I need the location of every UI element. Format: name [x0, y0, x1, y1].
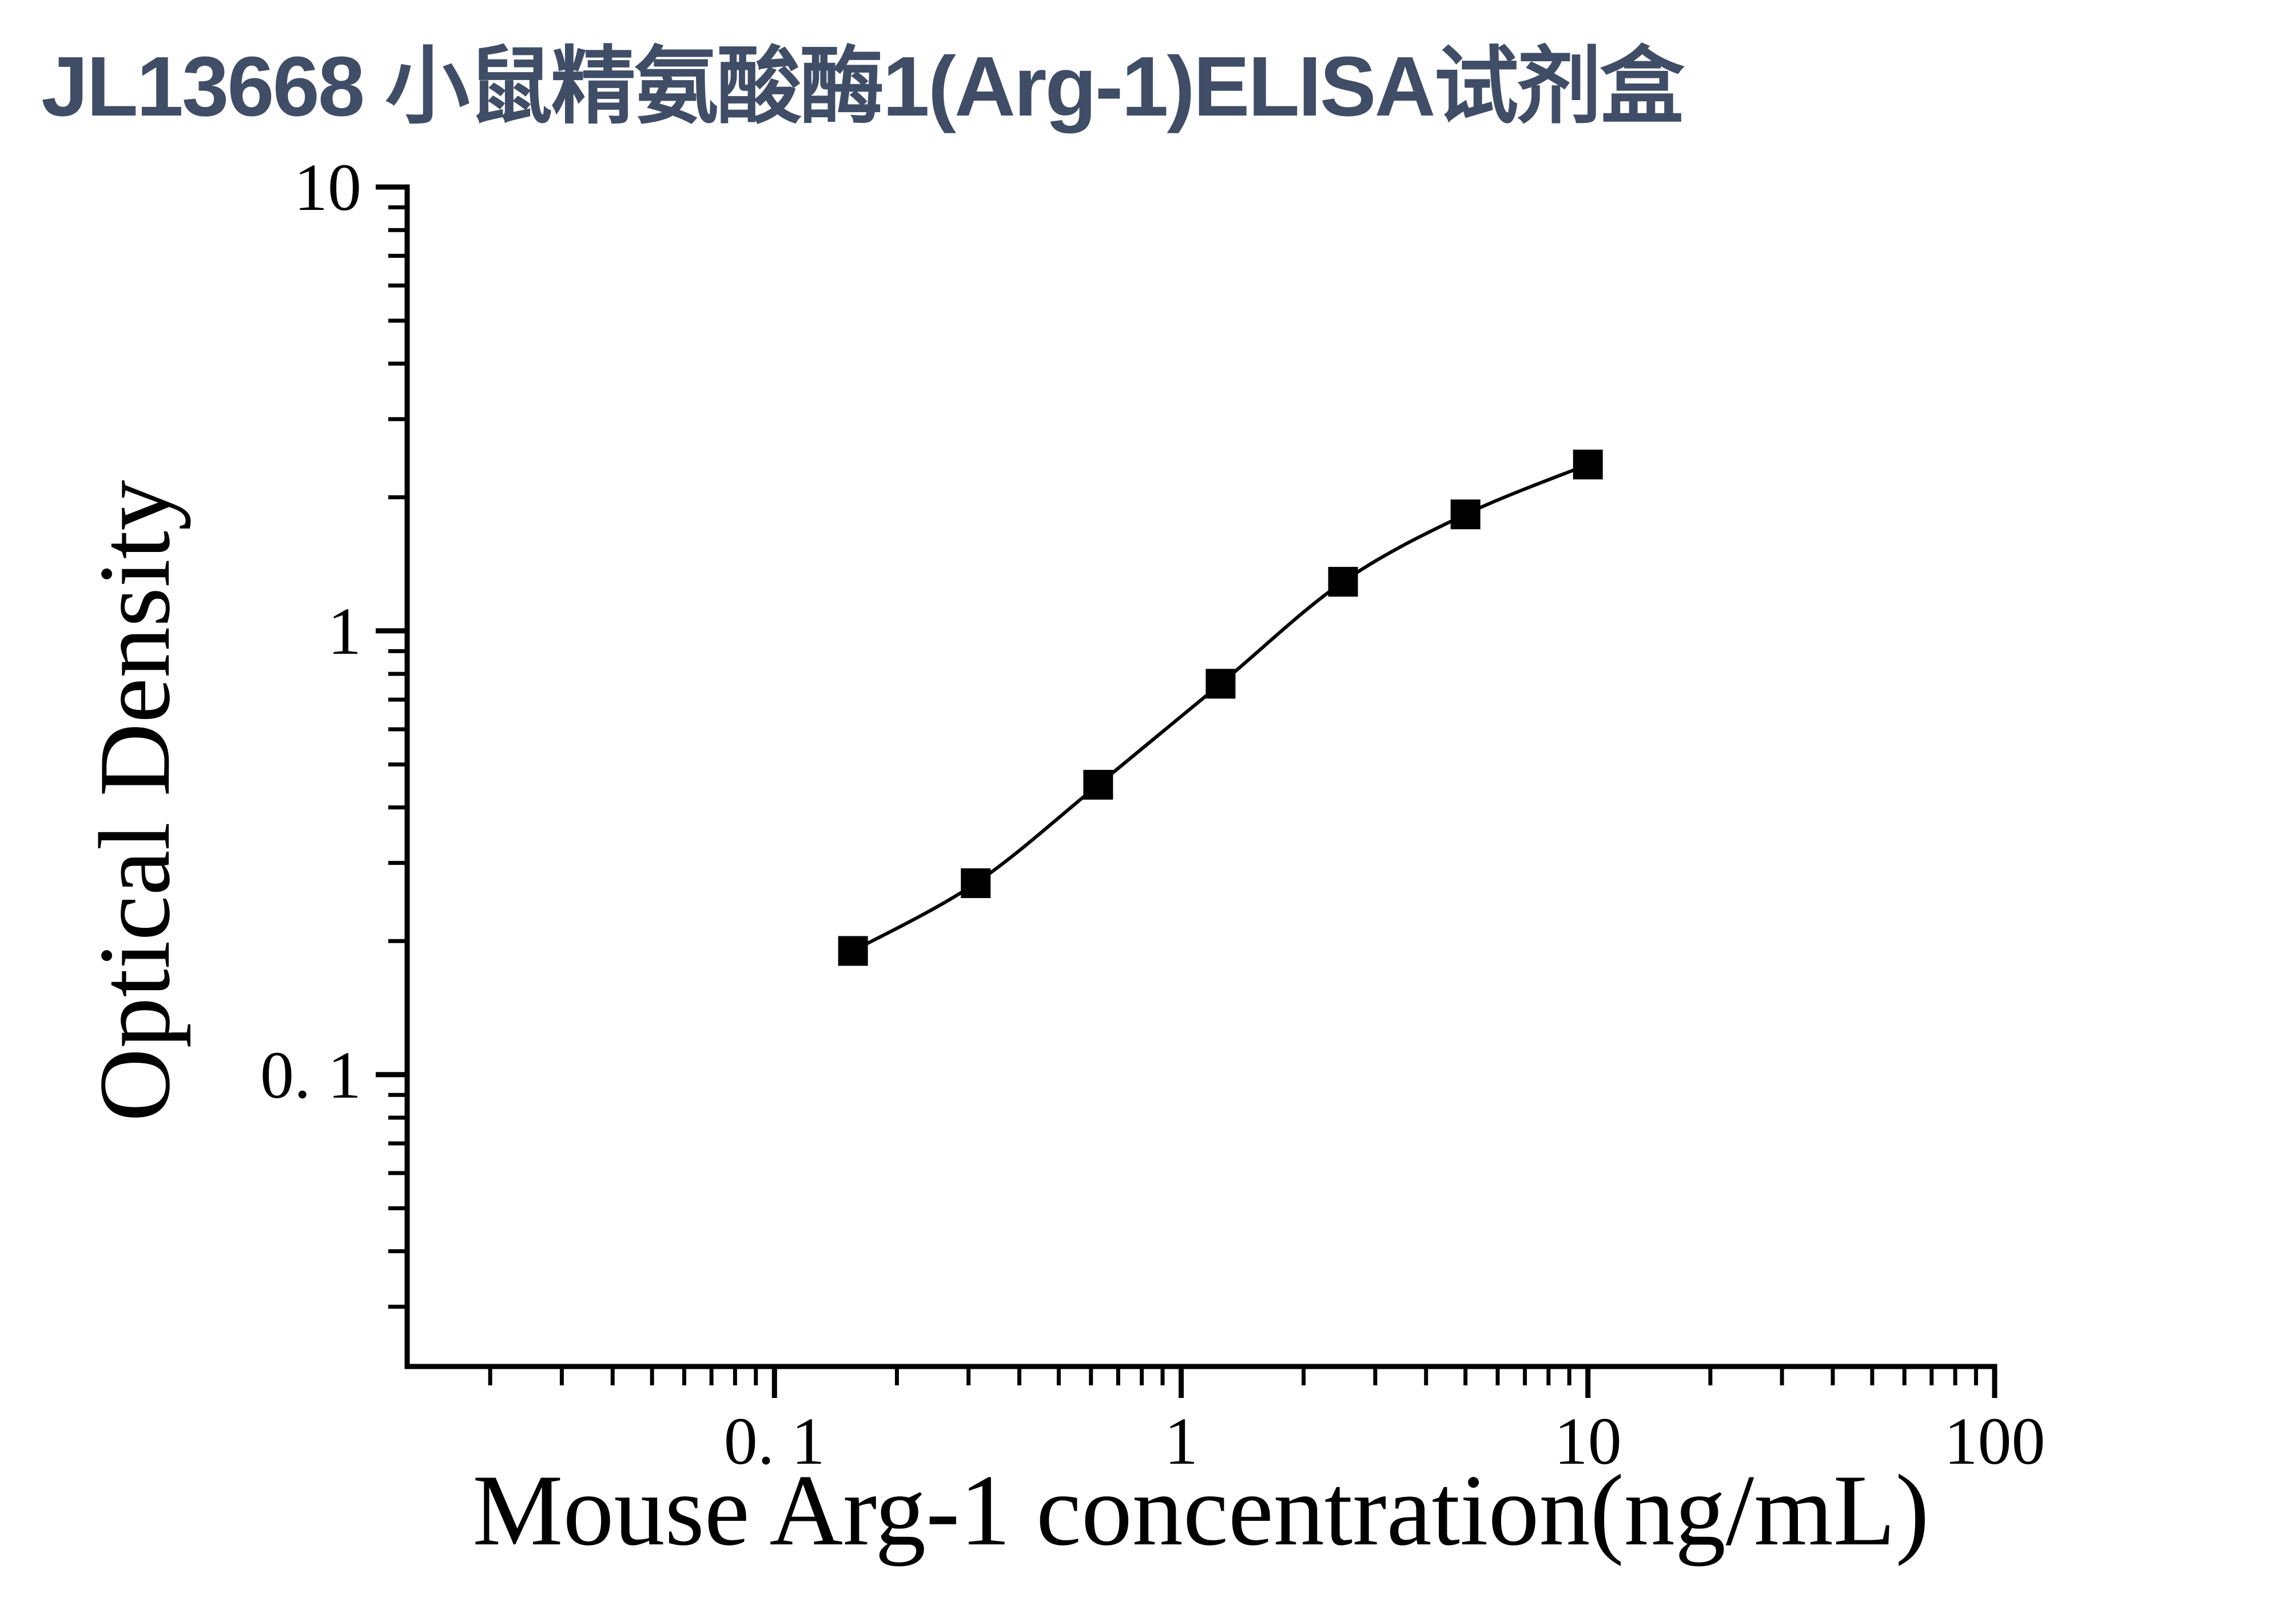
data-point [1205, 669, 1236, 699]
series-layer [838, 450, 1603, 966]
chart-title: JL13668 小鼠精氨酸酶1(Arg-1)ELISA试剂盒 [41, 39, 1685, 134]
x-tick-label: 100 [1944, 1404, 2046, 1479]
tick-label-layer: 0. 1 1 10 100 0. 1 1 10 [260, 150, 2046, 1479]
x-tick-label: 0. 1 [724, 1404, 825, 1479]
data-point [1083, 769, 1113, 800]
x-axis-title: Mouse Arg-1 concentration(ng/mL) [472, 1453, 1929, 1567]
y-tick-label: 0. 1 [260, 1038, 361, 1113]
x-tick-label: 10 [1554, 1404, 1622, 1479]
y-tick-label: 10 [294, 150, 361, 225]
data-point [1450, 499, 1481, 530]
data-point [1328, 567, 1358, 597]
y-axis-title: Optical Density [78, 480, 191, 1122]
axes-layer [404, 184, 1997, 1369]
x-tick-label: 1 [1164, 1404, 1198, 1479]
tick-layer [376, 184, 1997, 1398]
data-point [838, 936, 868, 966]
y-tick-label: 1 [328, 594, 361, 669]
data-point [961, 868, 991, 899]
data-point [1573, 450, 1603, 480]
